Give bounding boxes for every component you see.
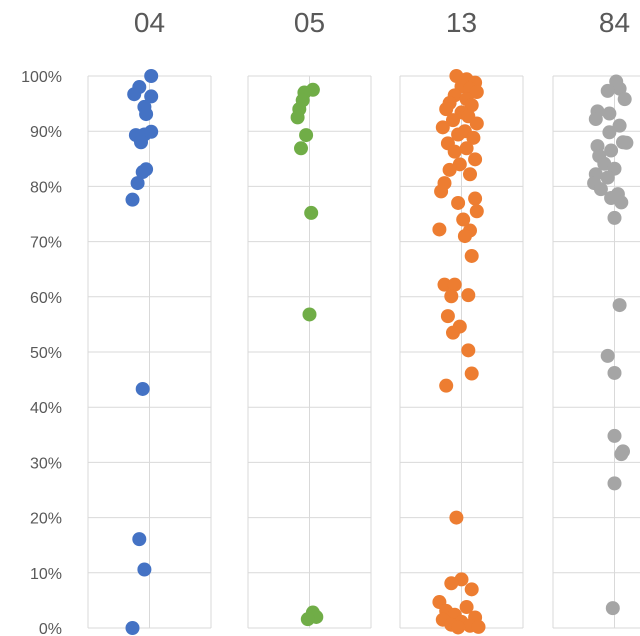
data-point bbox=[432, 222, 447, 237]
data-point bbox=[144, 124, 159, 139]
data-point bbox=[600, 348, 615, 363]
y-tick-label: 40% bbox=[30, 400, 62, 417]
data-point bbox=[464, 98, 479, 113]
data-point bbox=[600, 83, 615, 98]
data-point bbox=[600, 170, 615, 185]
y-axis-tick-labels: 0% 10% 20% 30% 40% 50% 60% 70% 80% 90% 100% bbox=[21, 69, 62, 636]
data-point bbox=[468, 152, 483, 167]
data-point bbox=[135, 381, 150, 396]
data-point bbox=[144, 89, 159, 104]
data-point bbox=[439, 378, 454, 393]
data-point bbox=[444, 289, 459, 304]
panel-title: 04 bbox=[134, 7, 165, 38]
data-point bbox=[607, 210, 622, 225]
data-point bbox=[444, 576, 459, 591]
panel-titles: 04 05 13 84 bbox=[134, 7, 630, 38]
data-point bbox=[456, 212, 471, 227]
y-tick-label: 70% bbox=[30, 235, 62, 252]
data-point bbox=[469, 116, 484, 131]
data-point bbox=[588, 112, 603, 127]
y-tick-label: 60% bbox=[30, 290, 62, 307]
data-point bbox=[617, 92, 632, 107]
data-point bbox=[464, 582, 479, 597]
data-point bbox=[447, 144, 462, 159]
data-point bbox=[302, 307, 317, 322]
data-point bbox=[447, 277, 462, 292]
data-point bbox=[446, 113, 460, 128]
data-point bbox=[139, 107, 154, 122]
data-point bbox=[304, 205, 319, 220]
data-point bbox=[435, 120, 450, 135]
data-point bbox=[614, 195, 629, 210]
data-point bbox=[612, 298, 627, 313]
data-point bbox=[466, 130, 481, 145]
y-tick-label: 90% bbox=[30, 124, 62, 141]
data-point bbox=[457, 229, 472, 244]
data-point bbox=[294, 141, 308, 156]
y-tick-label: 0% bbox=[39, 621, 62, 636]
data-point bbox=[602, 125, 617, 140]
panel-grid-layer bbox=[87, 75, 640, 629]
panel-title: 84 bbox=[599, 7, 630, 38]
data-point bbox=[469, 85, 484, 100]
data-point bbox=[471, 619, 486, 634]
y-tick-label: 30% bbox=[30, 455, 62, 472]
data-point bbox=[464, 248, 479, 263]
data-point bbox=[459, 600, 474, 615]
y-tick-label: 100% bbox=[21, 69, 62, 86]
data-point bbox=[614, 447, 629, 462]
data-point bbox=[449, 510, 464, 525]
data-point bbox=[137, 562, 152, 577]
data-point bbox=[144, 69, 159, 83]
data-point bbox=[299, 128, 314, 143]
data-point bbox=[290, 110, 305, 125]
data-point bbox=[604, 143, 619, 158]
y-tick-label: 10% bbox=[30, 566, 62, 583]
y-tick-label: 20% bbox=[30, 511, 62, 528]
data-point bbox=[593, 182, 608, 197]
data-point bbox=[469, 204, 484, 219]
panel-title: 05 bbox=[294, 7, 325, 38]
data-point bbox=[602, 106, 617, 121]
data-point bbox=[461, 288, 476, 303]
data-point bbox=[439, 102, 454, 117]
data-point bbox=[461, 343, 476, 358]
data-point bbox=[612, 118, 627, 133]
data-point bbox=[134, 135, 148, 150]
y-tick-label: 50% bbox=[30, 345, 62, 362]
data-point bbox=[451, 195, 466, 210]
data-point bbox=[607, 476, 622, 491]
data-point bbox=[619, 135, 634, 150]
data-point bbox=[468, 191, 483, 206]
data-point bbox=[451, 620, 466, 635]
data-point bbox=[607, 365, 622, 380]
data-point bbox=[607, 428, 622, 443]
data-point bbox=[446, 325, 460, 340]
panel-title: 13 bbox=[446, 7, 477, 38]
data-point bbox=[442, 162, 457, 177]
y-tick-label: 80% bbox=[30, 179, 62, 196]
data-point bbox=[464, 366, 479, 381]
data-point bbox=[135, 165, 150, 180]
data-point bbox=[125, 621, 140, 635]
scatter-points-layer bbox=[125, 69, 634, 635]
data-point bbox=[130, 176, 145, 191]
data-point bbox=[440, 309, 455, 324]
data-point bbox=[434, 184, 449, 199]
data-point bbox=[300, 612, 315, 627]
data-point bbox=[437, 277, 452, 292]
data-point bbox=[125, 192, 140, 207]
data-point bbox=[612, 81, 627, 96]
data-point bbox=[451, 127, 466, 142]
data-point bbox=[463, 167, 477, 182]
data-point bbox=[459, 141, 474, 156]
data-point bbox=[127, 87, 142, 102]
data-point bbox=[132, 532, 147, 547]
data-point bbox=[605, 601, 620, 616]
